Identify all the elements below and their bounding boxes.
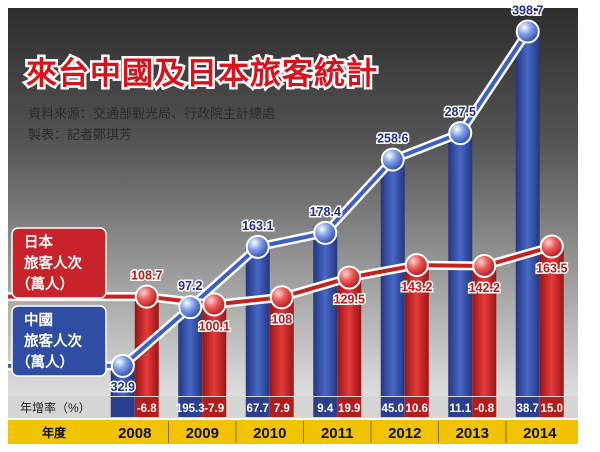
bars-layer [110,31,564,397]
bar-japan-2009 [202,304,227,396]
value-label-japan-2008: 108.7 [131,269,162,283]
value-label-japan-2013: 142.2 [469,281,500,295]
bar-japan-2010 [269,297,294,396]
legend-china-swatch [11,305,107,377]
growth-cell-china-2008 [110,397,135,417]
growth-cell-china-2013 [448,397,473,417]
year-cells-layer: 2008 2009 2010 2011 2012 2013 2014 [118,421,557,443]
marker-china-2011 [313,220,338,245]
growth-label-japan-2014: 15.0 [541,403,563,415]
bar-japan-2011 [337,277,362,396]
growth-label-japan-2011: 19.9 [338,403,360,415]
growth-label-china-2013: 11.1 [449,403,471,415]
line-china [8,30,530,368]
growth-cell-china-2011 [313,397,338,417]
year-label-2009: 2009 [186,425,219,442]
growth-label-japan-2009: -7.9 [204,403,224,415]
marker-japan-2012 [404,253,429,278]
marker-japan-2010 [269,285,294,310]
value-label-china-2012: 258.6 [377,132,408,146]
value-label-china-2010: 163.1 [242,219,273,233]
legend-japan-line2: 旅客人次 [24,254,82,272]
marker-china-2013 [448,121,473,146]
value-labels-layer: 32.9 97.2 163.1 178.4 258.6 287.5 398.7 108.7 10… [109,2,569,395]
value-label-japan-2012: 143.2 [401,280,432,294]
year-label-2010: 2010 [253,425,286,442]
growth-cell-japan-2009 [202,397,227,417]
value-label-japan-2010: 108 [271,312,292,326]
marker-japan-2009 [202,292,227,317]
bar-japan-2013 [472,265,497,396]
bar-china-2011 [313,232,338,396]
marker-japan-2013 [472,253,497,278]
growth-cell-china-2012 [380,397,405,417]
growth-cell-japan-2008 [134,397,159,417]
growth-cell-japan-2011 [337,397,362,417]
value-label-japan-2011: 129.5 [334,293,365,307]
legend-china-line2: 旅客人次 [24,332,82,350]
year-label-2011: 2011 [321,425,354,442]
value-label-japan-2009: 100.1 [199,319,230,333]
legend-japan-line3: （萬人） [16,275,74,293]
growth-label-china-2014: 38.7 [517,403,539,415]
growth-row-label: 年增率（%） [20,400,91,415]
legend-china-line3: （萬人） [16,353,74,371]
growth-label-japan-2008: -6.8 [137,403,157,415]
bar-china-2009 [178,307,203,396]
year-label-2014: 2014 [523,425,557,442]
growth-label-japan-2012: 10.6 [406,403,428,415]
growth-cell-china-2010 [245,397,270,417]
growth-label-china-2010: 67.7 [247,403,269,415]
value-label-china-2008: 32.9 [111,380,135,394]
growth-cell-japan-2012 [404,397,429,417]
legend-japan-line1: 日本 [24,233,53,251]
marker-china-2008 [110,353,135,378]
growth-label-japan-2010: 7.9 [274,403,290,415]
year-label-2013: 2013 [456,425,489,442]
legend-china: 中國 旅客人次 （萬人） [11,305,107,377]
legend-china-line1: 中國 [24,311,53,329]
bar-china-2014 [515,31,540,397]
marker-china-2009 [178,295,203,320]
growth-label-japan-2013: -0.8 [474,403,494,415]
year-row-background [8,420,578,444]
growth-cell-japan-2014 [539,397,564,417]
value-label-japan-2014: 163.5 [536,262,567,276]
marker-japan-2008 [134,284,159,309]
growth-label-china-2012: 45.0 [382,403,404,415]
markers-layer [110,19,564,378]
marker-japan-2014 [539,234,564,259]
value-label-china-2009: 97.2 [178,279,202,293]
growth-cell-japan-2010 [269,397,294,417]
growth-cell-china-2014 [515,397,540,417]
year-label-2008: 2008 [118,425,151,442]
bar-china-2012 [380,159,405,396]
growth-cells-layer: -6.8 195.3 -7.9 67.7 7.9 9.4 19.9 45.0 10.6 11.1-… [110,397,564,417]
bar-japan-2012 [404,265,429,396]
legend-japan: 日本 旅客人次 （萬人） [11,227,107,299]
growth-cell-china-2009 [178,397,203,417]
credit-note: 製表：記者鄭琪芳 [28,127,132,142]
chart-title: 來台中國及日本旅客統計 [26,56,378,91]
source-note: 資料來源：交通部觀光局、行政院主計總處 [28,106,275,121]
growth-label-china-2011: 9.4 [317,403,334,415]
legend-japan-swatch [11,227,107,299]
marker-japan-2011 [337,265,362,290]
value-label-china-2013: 287.5 [445,105,476,119]
bar-china-2010 [245,246,270,396]
year-row-label: 年度 [42,425,67,440]
growth-label-china-2009: 195.3 [176,403,205,415]
growth-cell-japan-2013 [472,397,497,417]
marker-china-2014 [515,19,540,44]
value-label-china-2014: 398.7 [512,3,543,17]
bar-japan-2014 [539,246,564,396]
marker-china-2010 [245,234,270,259]
year-label-2012: 2012 [388,425,421,442]
value-label-china-2011: 178.4 [310,205,341,219]
marker-china-2012 [380,147,405,172]
